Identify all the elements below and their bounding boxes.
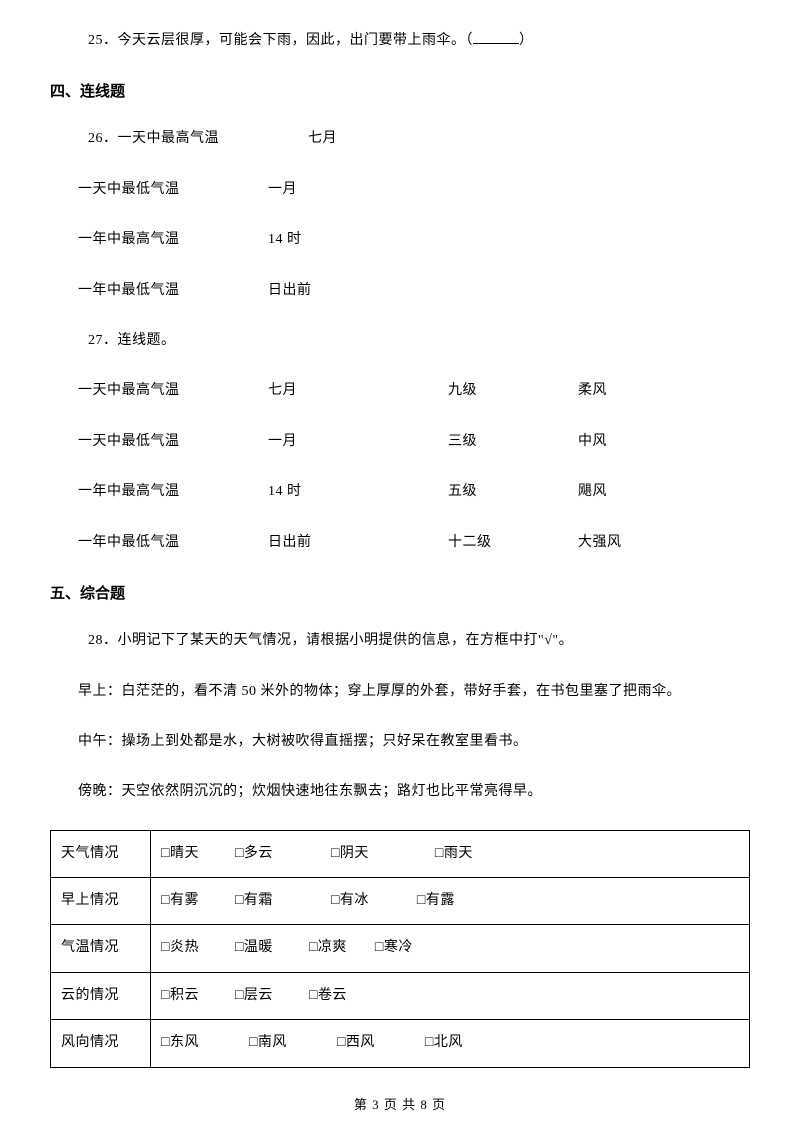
question-27-row0: 一天中最高气温 七月 九级 柔风: [78, 380, 750, 402]
q27-r0-c2: 七月: [268, 380, 448, 402]
checkbox-option[interactable]: □积云: [161, 985, 199, 1007]
q27-r3-c4: 大强风: [578, 532, 678, 554]
q27-r3-c2: 日出前: [268, 532, 448, 554]
table-row: 云的情况 □积云 □层云 □卷云: [51, 972, 750, 1019]
q27-r1-c3: 三级: [448, 431, 578, 453]
q27-prefix: 27．: [88, 333, 118, 348]
q27-r3-c3: 十二级: [448, 532, 578, 554]
q27-r2-c2: 14 时: [268, 481, 448, 503]
checkbox-option[interactable]: □炎热: [161, 937, 199, 959]
checkbox-option[interactable]: □寒冷: [375, 937, 413, 959]
question-28-intro: 28．小明记下了某天的天气情况，请根据小明提供的信息，在方框中打"√"。: [88, 630, 750, 652]
q27-r0-c3: 九级: [448, 380, 578, 402]
q26-r1-left: 一天中最低气温: [78, 179, 268, 201]
q28-noon: 中午：操场上到处都是水，大树被吹得直摇摆；只好呆在教室里看书。: [78, 730, 750, 754]
weather-table: 天气情况 □晴天 □多云 □阴天 □雨天 早上情况 □有雾 □有霜 □有冰 □有…: [50, 830, 750, 1068]
checkbox-option[interactable]: □西风: [337, 1032, 375, 1054]
row-label: 天气情况: [51, 830, 151, 877]
question-26-row0: 26．一天中最高气温 七月: [88, 128, 750, 150]
checkbox-option[interactable]: □东风: [161, 1032, 199, 1054]
q26-r3-right: 日出前: [268, 280, 448, 302]
section-4-header: 四、连线题: [50, 80, 750, 104]
q26-prefix: 26．: [88, 131, 118, 146]
q25-suffix: ）: [519, 33, 534, 48]
q26-r2-left: 一年中最高气温: [78, 229, 268, 251]
row-options: □有雾 □有霜 □有冰 □有露: [151, 878, 750, 925]
question-27-title: 27．连线题。: [88, 330, 750, 352]
checkbox-option[interactable]: □有冰: [331, 890, 369, 912]
row-label: 云的情况: [51, 972, 151, 1019]
q27-r2-c3: 五级: [448, 481, 578, 503]
question-25: 25．今天云层很厚，可能会下雨，因此，出门要带上雨伞。（ ）: [88, 30, 750, 52]
table-row: 风向情况 □东风 □南风 □西风 □北风: [51, 1020, 750, 1067]
q28-evening: 傍晚：天空依然阴沉沉的；炊烟快速地往东飘去；路灯也比平常亮得早。: [78, 780, 750, 804]
checkbox-option[interactable]: □卷云: [309, 985, 347, 1007]
checkbox-option[interactable]: □阴天: [331, 843, 369, 865]
q27-r0-c1: 一天中最高气温: [78, 380, 268, 402]
checkbox-option[interactable]: □凉爽: [309, 937, 347, 959]
checkbox-option[interactable]: □有露: [417, 890, 455, 912]
table-row: 早上情况 □有雾 □有霜 □有冰 □有露: [51, 878, 750, 925]
checkbox-option[interactable]: □雨天: [435, 843, 473, 865]
table-row: 天气情况 □晴天 □多云 □阴天 □雨天: [51, 830, 750, 877]
q27-r1-c2: 一月: [268, 431, 448, 453]
q26-first-right: 七月: [278, 128, 458, 150]
row-options: □东风 □南风 □西风 □北风: [151, 1020, 750, 1067]
q27-r3-c1: 一年中最低气温: [78, 532, 268, 554]
checkbox-option[interactable]: □有雾: [161, 890, 199, 912]
table-row: 气温情况 □炎热 □温暖 □凉爽 □寒冷: [51, 925, 750, 972]
row-options: □积云 □层云 □卷云: [151, 972, 750, 1019]
question-27-row1: 一天中最低气温 一月 三级 中风: [78, 431, 750, 453]
question-26-row3: 一年中最低气温 日出前: [78, 280, 750, 302]
checkbox-option[interactable]: □层云: [235, 985, 273, 1007]
row-options: □炎热 □温暖 □凉爽 □寒冷: [151, 925, 750, 972]
q27-title-text: 连线题。: [118, 333, 176, 348]
checkbox-option[interactable]: □有霜: [235, 890, 273, 912]
checkbox-option[interactable]: □温暖: [235, 937, 273, 959]
question-26-row1: 一天中最低气温 一月: [78, 179, 750, 201]
blank-fill[interactable]: [473, 30, 519, 44]
checkbox-option[interactable]: □南风: [249, 1032, 287, 1054]
q28-morning: 早上：白茫茫的，看不清 50 米外的物体；穿上厚厚的外套，带好手套，在书包里塞了…: [78, 680, 750, 704]
question-26-row2: 一年中最高气温 14 时: [78, 229, 750, 251]
q27-r2-c1: 一年中最高气温: [78, 481, 268, 503]
checkbox-option[interactable]: □晴天: [161, 843, 199, 865]
row-label: 气温情况: [51, 925, 151, 972]
q25-text: 今天云层很厚，可能会下雨，因此，出门要带上雨伞。（: [118, 33, 474, 48]
q28-prefix: 28．: [88, 633, 118, 648]
checkbox-option[interactable]: □北风: [425, 1032, 463, 1054]
row-options: □晴天 □多云 □阴天 □雨天: [151, 830, 750, 877]
row-label: 早上情况: [51, 878, 151, 925]
q26-r3-left: 一年中最低气温: [78, 280, 268, 302]
q26-first-left: 一天中最高气温: [118, 131, 220, 146]
q26-r2-right: 14 时: [268, 229, 448, 251]
question-27-row3: 一年中最低气温 日出前 十二级 大强风: [78, 532, 750, 554]
q28-intro-text: 小明记下了某天的天气情况，请根据小明提供的信息，在方框中打"√"。: [118, 633, 574, 648]
question-27-row2: 一年中最高气温 14 时 五级 飓风: [78, 481, 750, 503]
q26-r1-right: 一月: [268, 179, 448, 201]
q27-r2-c4: 飓风: [578, 481, 678, 503]
q27-r1-c4: 中风: [578, 431, 678, 453]
q27-r1-c1: 一天中最低气温: [78, 431, 268, 453]
page-footer: 第 3 页 共 8 页: [0, 1095, 800, 1116]
checkbox-option[interactable]: □多云: [235, 843, 273, 865]
section-5-header: 五、综合题: [50, 582, 750, 606]
q25-prefix: 25．: [88, 33, 118, 48]
q27-r0-c4: 柔风: [578, 380, 678, 402]
row-label: 风向情况: [51, 1020, 151, 1067]
